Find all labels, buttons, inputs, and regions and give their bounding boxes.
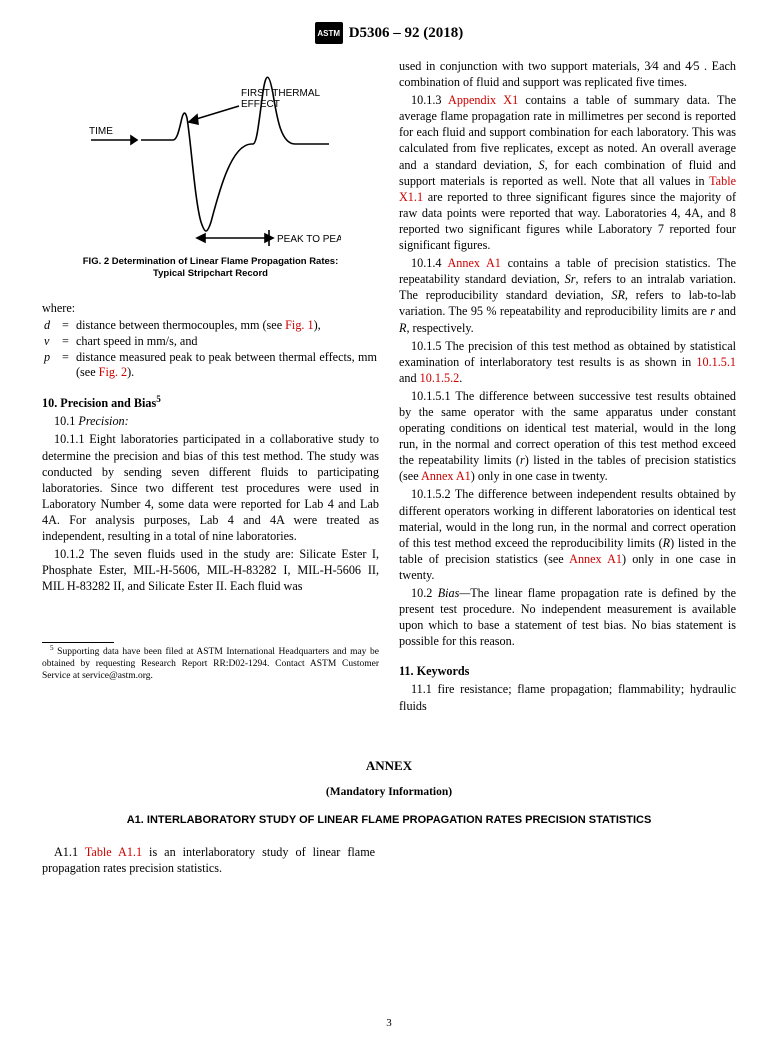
annex-a1-heading: A1. INTERLABORATORY STUDY OF LINEAR FLAM… (42, 814, 736, 826)
annex-a1-link-2[interactable]: Annex A1 (421, 469, 471, 483)
p10-1-2-cont: used in conjunction with two support mat… (399, 58, 736, 90)
annex-a1-para: A1.1 Table A1.1 is an interlaboratory st… (42, 844, 375, 876)
def-row-d: d = distance between thermocouples, mm (… (42, 318, 379, 334)
page-number: 3 (0, 1017, 778, 1029)
annex-a1-link-3[interactable]: Annex A1 (569, 552, 622, 566)
body-columns: TIME FIRST THERMAL EFFECT PEAK TO PEAK F… (42, 56, 736, 714)
document-header: ASTM D5306 – 92 (2018) (42, 22, 736, 44)
fig-label-thermal2: EFFECT (241, 99, 280, 110)
fig-label-peak: PEAK TO PEAK (277, 234, 341, 245)
figure-caption: FIG. 2 Determination of Linear Flame Pro… (66, 256, 355, 280)
fig1-link[interactable]: Fig. 1 (285, 318, 313, 332)
def-row-v: v = chart speed in mm/s, and (42, 334, 379, 350)
fig-label-thermal1: FIRST THERMAL (241, 88, 321, 99)
left-column: TIME FIRST THERMAL EFFECT PEAK TO PEAK F… (42, 56, 379, 714)
p10-1-5: 10.1.5 The precision of this test method… (399, 338, 736, 386)
footnote-separator (42, 642, 114, 643)
p10-2: 10.2 Bias—The linear flame propagation r… (399, 585, 736, 649)
doc-id: D5306 – 92 (2018) (349, 25, 464, 42)
annex-a1-link-1[interactable]: Annex A1 (447, 256, 500, 270)
where-label: where: (42, 300, 379, 316)
fig-label-time: TIME (89, 126, 113, 137)
definitions-table: d = distance between thermocouples, mm (… (42, 318, 379, 381)
fig2-link[interactable]: Fig. 2 (99, 365, 127, 379)
p10-1-5-1: 10.1.5.1 The difference between successi… (399, 388, 736, 485)
appendix-x1-link[interactable]: Appendix X1 (448, 93, 518, 107)
p11-1: 11.1 fire resistance; flame propagation;… (399, 681, 736, 713)
annex-subtitle: (Mandatory Information) (42, 786, 736, 798)
ref-10151-link[interactable]: 10.1.5.1 (696, 355, 736, 369)
table-a11-link[interactable]: Table A1.1 (85, 845, 142, 859)
footnote-5: 5 Supporting data have been filed at AST… (42, 647, 379, 683)
p10-1: 10.1 Precision: (42, 413, 379, 429)
figure-2-svg: TIME FIRST THERMAL EFFECT PEAK TO PEAK (81, 62, 341, 252)
p10-1-1: 10.1.1 Eight laboratories participated i… (42, 431, 379, 544)
astm-logo-icon: ASTM (315, 22, 343, 44)
p10-1-4: 10.1.4 Annex A1 contains a table of prec… (399, 255, 736, 335)
def-row-p: p = distance measured peak to peak betwe… (42, 350, 379, 382)
p10-1-5-2: 10.1.5.2 The difference between independ… (399, 486, 736, 583)
right-column: used in conjunction with two support mat… (399, 56, 736, 714)
annex-block: ANNEX (Mandatory Information) A1. INTERL… (42, 758, 736, 826)
p10-1-2: 10.1.2 The seven fluids used in the stud… (42, 546, 379, 594)
section-10-heading: 10. Precision and Bias5 (42, 395, 379, 411)
ref-10152-link[interactable]: 10.1.5.2 (420, 371, 460, 385)
p10-1-3: 10.1.3 Appendix X1 contains a table of s… (399, 92, 736, 253)
annex-title: ANNEX (42, 758, 736, 774)
section-11-heading: 11. Keywords (399, 663, 736, 679)
